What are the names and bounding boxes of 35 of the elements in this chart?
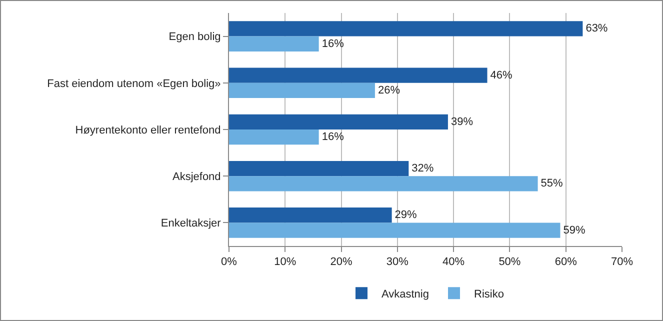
bar <box>229 176 538 192</box>
bar <box>229 208 392 223</box>
x-tick-label: 50% <box>498 256 521 268</box>
data-label: 63% <box>586 22 608 35</box>
bar <box>229 130 319 145</box>
x-tick-label: 0% <box>221 256 238 268</box>
bar <box>229 114 448 130</box>
x-tick-label: 40% <box>442 256 465 268</box>
data-label: 16% <box>322 38 344 50</box>
bar <box>229 21 583 36</box>
bar <box>229 68 488 83</box>
y-tick-label: Fast eiendom utenom «Egen bolig» <box>47 78 221 90</box>
y-tick-label: Høyrentekonto eller rentefond <box>75 124 221 136</box>
bar <box>229 222 560 238</box>
data-label: 59% <box>563 224 586 236</box>
data-label: 32% <box>412 162 434 175</box>
data-label: 26% <box>378 84 400 96</box>
x-tick-label: 60% <box>554 256 578 268</box>
data-label: 29% <box>394 209 418 222</box>
data-label: 16% <box>322 131 344 144</box>
legend-label: Risiko <box>474 288 504 300</box>
y-tick-label: Enkeltaksjer <box>160 218 222 230</box>
bar <box>229 36 319 52</box>
x-tick-label: 20% <box>330 256 353 268</box>
x-tick-label: 70% <box>610 256 634 268</box>
data-label: 55% <box>540 178 564 190</box>
x-tick-label: 10% <box>274 256 296 268</box>
data-label: 39% <box>450 116 474 128</box>
bar <box>229 82 375 98</box>
bar <box>229 160 409 176</box>
y-tick-label: Egen bolig <box>168 31 221 44</box>
y-tick-label: Aksjefond <box>172 170 221 183</box>
data-label: 46% <box>490 69 512 82</box>
legend-label: Avkastnig <box>382 288 429 300</box>
x-tick-label: 30% <box>386 256 409 268</box>
